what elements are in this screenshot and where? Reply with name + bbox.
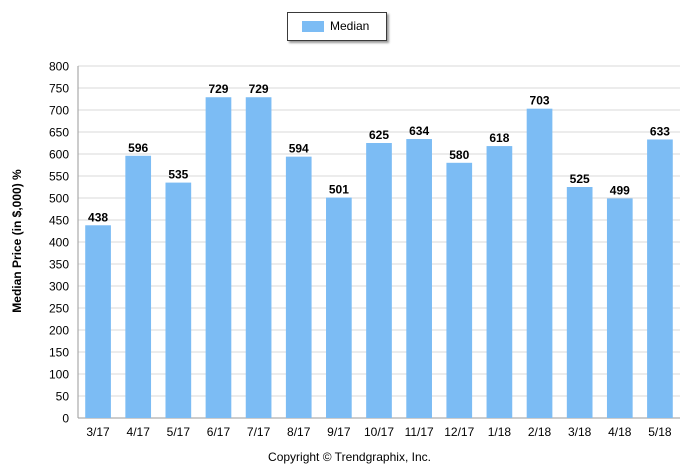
x-tick-label: 5/18 — [648, 425, 672, 439]
y-tick-label: 300 — [49, 280, 69, 294]
data-label: 625 — [369, 128, 389, 142]
data-label: 499 — [610, 183, 630, 197]
bar — [366, 143, 392, 418]
x-tick-label: 6/17 — [207, 425, 231, 439]
data-label: 525 — [570, 172, 590, 186]
data-label: 535 — [168, 168, 188, 182]
y-tick-label: 250 — [49, 302, 69, 316]
bar — [606, 198, 633, 418]
x-tick-label: 11/17 — [405, 425, 434, 439]
x-tick-label: 8/17 — [287, 425, 311, 439]
y-tick-label: 0 — [62, 412, 69, 426]
x-tick-label: 5/17 — [167, 425, 191, 439]
y-tick-label: 150 — [49, 346, 69, 360]
bar — [486, 146, 513, 418]
data-label: 729 — [208, 82, 228, 96]
bar — [326, 197, 352, 418]
bar — [647, 139, 673, 419]
y-tick-labels: 0 50 100 150 200 250 300 350 400 450 500 550 600 650 7… — [49, 60, 69, 426]
bars — [85, 97, 673, 419]
data-label: 729 — [249, 82, 269, 96]
y-tick-label: 350 — [49, 258, 69, 272]
data-labels: 438 596 535 729 729 594 501 625 634 580 618 703 525 4… — [88, 82, 670, 224]
y-tick-label: 700 — [49, 104, 69, 118]
bar — [406, 139, 432, 419]
x-tick-label: 4/18 — [608, 425, 632, 439]
bar — [566, 187, 593, 418]
bar — [125, 155, 152, 418]
data-label: 618 — [489, 131, 509, 145]
y-tick-label: 750 — [49, 82, 69, 96]
data-label: 634 — [409, 124, 429, 138]
x-tick-label: 2/18 — [528, 425, 552, 439]
legend-swatch-median — [302, 21, 324, 32]
y-tick-label: 650 — [49, 126, 69, 140]
x-tick-label: 9/17 — [327, 425, 351, 439]
x-tick-label: 7/17 — [247, 425, 271, 439]
x-tick-label: 4/17 — [127, 425, 151, 439]
bar — [165, 182, 192, 418]
legend: Median — [287, 12, 387, 41]
bar — [205, 97, 232, 419]
x-tick-label: 3/17 — [86, 425, 110, 439]
data-label: 501 — [329, 183, 349, 197]
bar — [285, 156, 312, 418]
data-label: 633 — [650, 124, 670, 138]
x-tick-label: 3/18 — [568, 425, 592, 439]
y-tick-label: 200 — [49, 324, 69, 338]
y-tick-label: 800 — [49, 60, 69, 74]
y-tick-label: 100 — [49, 368, 69, 382]
x-tick-label: 12/17 — [444, 425, 474, 439]
x-tick-labels: 3/17 4/17 5/17 6/17 7/17 8/17 9/17 10/17 11/17 12… — [86, 425, 672, 439]
x-tick-label: 1/18 — [488, 425, 512, 439]
y-tick-label: 550 — [49, 170, 69, 184]
legend-label-median: Median — [330, 19, 370, 33]
data-label: 594 — [289, 142, 309, 156]
data-label: 580 — [449, 148, 469, 162]
bar — [446, 162, 473, 418]
y-tick-label: 400 — [49, 236, 69, 250]
bar — [245, 97, 272, 419]
copyright-text: Copyright © Trendgraphix, Inc. — [268, 450, 431, 464]
y-tick-label: 600 — [49, 148, 69, 162]
y-axis-label: Median Price (in $,000) % — [10, 169, 24, 313]
bar — [85, 225, 111, 418]
data-label: 438 — [88, 210, 108, 224]
x-tick-label: 10/17 — [364, 425, 394, 439]
y-tick-label: 50 — [56, 390, 70, 404]
y-tick-label: 450 — [49, 214, 69, 228]
y-tick-label: 500 — [49, 192, 69, 206]
data-label: 596 — [128, 141, 148, 155]
bar — [526, 108, 553, 419]
data-label: 703 — [530, 94, 550, 108]
